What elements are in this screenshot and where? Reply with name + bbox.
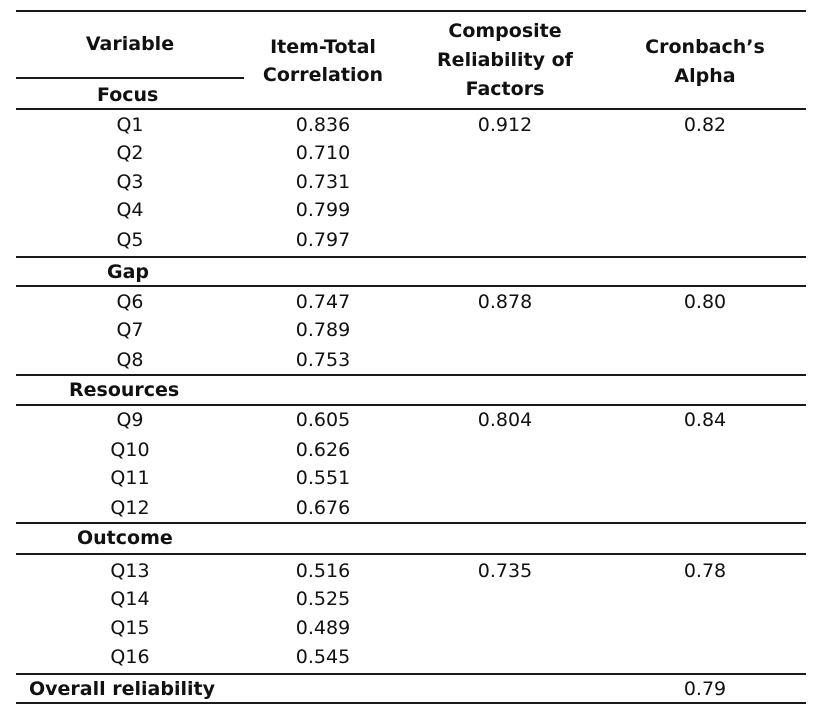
cell-variable: Q15 [110, 617, 150, 639]
cell-variable: Q11 [110, 467, 150, 489]
bottom-rule [16, 702, 806, 704]
cell-cronbach: 0.78 [683, 560, 727, 582]
cell-item-total: 0.626 [295, 439, 351, 461]
cell-composite: 0.912 [477, 114, 533, 136]
cell-variable: Q13 [110, 560, 150, 582]
cell-item-total: 0.489 [295, 617, 351, 639]
cell-item-total: 0.799 [295, 199, 351, 221]
cell-variable: Q2 [116, 142, 144, 164]
cell-cronbach: 0.84 [683, 409, 727, 431]
cell-variable: Q1 [116, 114, 144, 136]
section-focus: Focus [97, 84, 159, 106]
section-outcome: Outcome [77, 527, 173, 549]
cell-item-total: 0.525 [295, 588, 351, 610]
header-composite-line3: Factors [465, 78, 545, 100]
cell-composite: 0.878 [477, 291, 533, 313]
cell-variable: Q6 [116, 291, 144, 313]
cell-composite: 0.735 [477, 560, 533, 582]
rule-gap-top [16, 256, 806, 258]
cell-item-total: 0.710 [295, 142, 351, 164]
cell-item-total: 0.747 [295, 291, 351, 313]
cell-item-total: 0.789 [295, 319, 351, 341]
rule-gap [16, 285, 806, 287]
cell-item-total: 0.551 [295, 467, 351, 489]
section-resources: Resources [69, 379, 180, 401]
cell-item-total: 0.605 [295, 409, 351, 431]
cell-variable: Q5 [116, 229, 144, 251]
section-gap: Gap [107, 261, 150, 283]
rule-resources [16, 404, 806, 406]
header-cronbach-line2: Alpha [674, 65, 736, 87]
header-sub-rule [16, 77, 244, 79]
cell-variable: Q8 [116, 349, 144, 371]
header-composite-line1: Composite [448, 20, 562, 42]
header-item-total-line2: Correlation [262, 64, 384, 86]
cell-item-total: 0.545 [295, 646, 351, 668]
cell-variable: Q9 [116, 409, 144, 431]
cell-cronbach: 0.80 [683, 291, 727, 313]
cell-item-total: 0.516 [295, 560, 351, 582]
cell-composite: 0.804 [477, 409, 533, 431]
header-item-total-line1: Item-Total [270, 36, 376, 58]
rule-outcome-top [16, 522, 806, 524]
cell-item-total: 0.676 [295, 497, 351, 519]
header-composite-line2: Reliability of [437, 49, 573, 71]
cell-item-total: 0.753 [295, 349, 351, 371]
rule-focus [16, 108, 806, 110]
header-cronbach-line1: Cronbach’s [645, 36, 765, 58]
cell-item-total: 0.836 [295, 114, 351, 136]
cell-variable: Q14 [110, 588, 150, 610]
header-variable: Variable [85, 33, 175, 55]
cell-cronbach: 0.82 [683, 114, 727, 136]
rule-outcome [16, 553, 806, 555]
cell-variable: Q12 [110, 497, 150, 519]
top-rule [16, 10, 806, 12]
cell-variable: Q16 [110, 646, 150, 668]
cell-variable: Q3 [116, 171, 144, 193]
cell-variable: Q7 [116, 319, 144, 341]
cell-variable: Q4 [116, 199, 144, 221]
cell-item-total: 0.797 [295, 229, 351, 251]
overall-reliability-value: 0.79 [683, 678, 727, 700]
cell-item-total: 0.731 [295, 171, 351, 193]
overall-reliability-label: Overall reliability [29, 678, 215, 700]
rule-overall-top [16, 673, 806, 675]
cell-variable: Q10 [110, 439, 150, 461]
rule-resources-top [16, 374, 806, 376]
